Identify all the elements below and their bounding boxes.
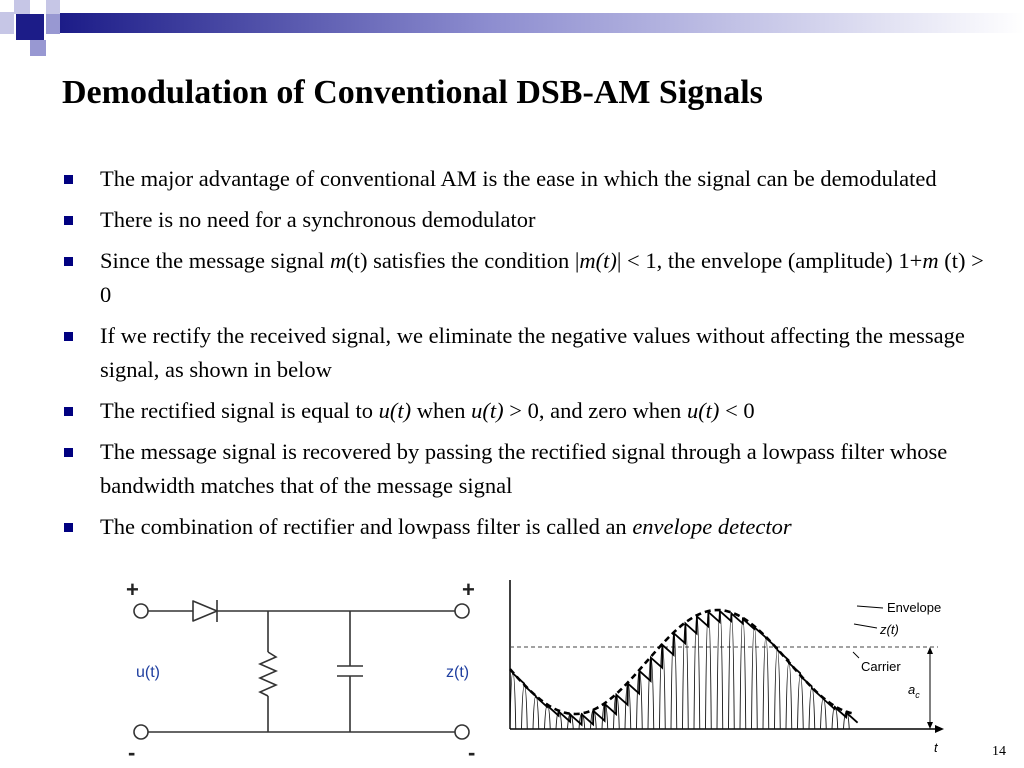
deco-square	[16, 14, 44, 40]
bullet-run: The message signal is recovered by passi…	[100, 439, 948, 498]
input-terminal-top	[133, 603, 149, 619]
deco-square	[30, 40, 46, 56]
bullet-marker-icon	[64, 332, 73, 341]
rectified-waveform-plot: Envelope z(t) Carrier ac t	[509, 580, 944, 755]
carrier-pointer	[852, 651, 860, 659]
envelope-detector-circuit: + + - - u(t) z(t)	[126, 580, 475, 765]
bullet-marker-icon	[64, 448, 73, 457]
output-terminal-top	[454, 603, 470, 619]
bullet-run: The rectified signal is equal to	[100, 398, 379, 423]
bullet-run: when	[411, 398, 472, 423]
envelope-label: Envelope	[887, 600, 941, 615]
carrier-pulse	[762, 636, 770, 730]
envelope-curve	[509, 608, 853, 716]
carrier-pulse	[751, 625, 758, 730]
bullet-marker-icon	[64, 216, 73, 225]
bullet-marker-icon	[64, 257, 73, 266]
bullet-item: If we rectify the received signal, we el…	[64, 319, 994, 387]
bullet-italic-run: envelope detector	[632, 514, 792, 539]
input-signal-label: u(t)	[136, 664, 160, 681]
bullet-run: Since the message signal	[100, 248, 330, 273]
output-signal-label: z(t)	[446, 664, 469, 681]
carrier-pulse	[509, 671, 517, 730]
carrier-pulse	[797, 674, 804, 730]
bullet-italic-run: m	[329, 248, 347, 273]
amplitude-arrow-down	[927, 722, 933, 729]
output-pointer	[853, 623, 878, 629]
bullet-text: The rectified signal is equal to u(t) wh…	[100, 394, 994, 428]
detector-output-line	[512, 609, 859, 727]
bullet-run: | < 1, the envelope (amplitude) 1+	[616, 248, 923, 273]
bullet-text: The combination of rectifier and lowpass…	[100, 510, 994, 544]
bullet-text: The major advantage of conventional AM i…	[100, 162, 994, 196]
carrier-pulse	[521, 684, 528, 730]
minus-sign-left: -	[128, 740, 135, 765]
page-number: 14	[992, 744, 1006, 759]
deco-square	[46, 14, 60, 34]
envelope-pointer	[856, 605, 884, 609]
carrier-pulse	[532, 695, 540, 730]
bullet-text: Since the message signal m(t) satisfies …	[100, 244, 994, 312]
bullet-list: The major advantage of conventional AM i…	[64, 162, 994, 551]
bullet-run: The major advantage of conventional AM i…	[100, 166, 937, 191]
bullet-run: < 0	[719, 398, 755, 423]
bullet-marker-icon	[64, 175, 73, 184]
bullet-item: The message signal is recovered by passi…	[64, 435, 994, 503]
bullet-item: The major advantage of conventional AM i…	[64, 162, 994, 196]
bullet-marker-icon	[64, 523, 73, 532]
bullet-italic-run: m	[922, 248, 939, 273]
plus-sign-right: +	[462, 580, 475, 602]
bullet-italic-run: u(t)	[686, 398, 720, 423]
bullet-italic-run: m(t)	[579, 248, 617, 273]
bullet-run: (t) satisfies the condition |	[346, 248, 580, 273]
output-terminal-bottom	[454, 724, 470, 740]
bullet-item: Since the message signal m(t) satisfies …	[64, 244, 994, 312]
amplitude-arrow-up	[927, 647, 933, 654]
minus-sign-right: -	[468, 740, 475, 765]
bullet-text: There is no need for a synchronous demod…	[100, 203, 994, 237]
time-axis-label: t	[934, 740, 939, 755]
carrier-pulse	[739, 617, 747, 730]
carrier-label: Carrier	[861, 659, 901, 674]
bullet-italic-run: u(t)	[378, 398, 412, 423]
bullet-text: If we rectify the received signal, we el…	[100, 319, 994, 387]
carrier-pulse	[774, 648, 781, 730]
carrier-pulse	[705, 610, 712, 730]
input-terminal-bottom	[133, 724, 149, 740]
bullet-text: The message signal is recovered by passi…	[100, 435, 994, 503]
deco-square	[46, 0, 60, 14]
output-waveform-label: z(t)	[879, 622, 899, 637]
plus-sign-left: +	[126, 580, 139, 602]
carrier-pulse	[716, 609, 724, 730]
rectified-carrier-pulses	[509, 609, 850, 730]
resistor-icon	[258, 651, 278, 697]
bullet-italic-run: u(t)	[471, 398, 504, 423]
x-axis-arrow	[935, 725, 944, 733]
amplitude-subscript: c	[915, 690, 920, 700]
bullet-item: The rectified signal is equal to u(t) wh…	[64, 394, 994, 428]
bullet-run: If we rectify the received signal, we el…	[100, 323, 965, 382]
header-gradient-bar	[60, 13, 1024, 33]
carrier-pulse	[785, 661, 793, 730]
amplitude-symbol: a	[908, 682, 915, 697]
bullet-item: There is no need for a synchronous demod…	[64, 203, 994, 237]
carrier-pulse	[728, 611, 735, 730]
bullet-item: The combination of rectifier and lowpass…	[64, 510, 994, 544]
bullet-run: > 0, and zero when	[503, 398, 687, 423]
header-decoration	[0, 0, 1024, 56]
diode-icon	[192, 600, 218, 622]
bullet-marker-icon	[64, 407, 73, 416]
bullet-run: (t) > 0	[100, 248, 984, 307]
carrier-pulse	[808, 686, 816, 730]
carrier-pulse	[820, 697, 827, 730]
bullet-run: The combination of rectifier and lowpass…	[100, 514, 633, 539]
deco-square	[0, 12, 14, 34]
amplitude-label: ac	[908, 682, 920, 700]
slide-title: Demodulation of Conventional DSB-AM Sign…	[62, 74, 763, 111]
deco-square	[14, 0, 30, 14]
bullet-run: There is no need for a synchronous demod…	[100, 207, 536, 232]
